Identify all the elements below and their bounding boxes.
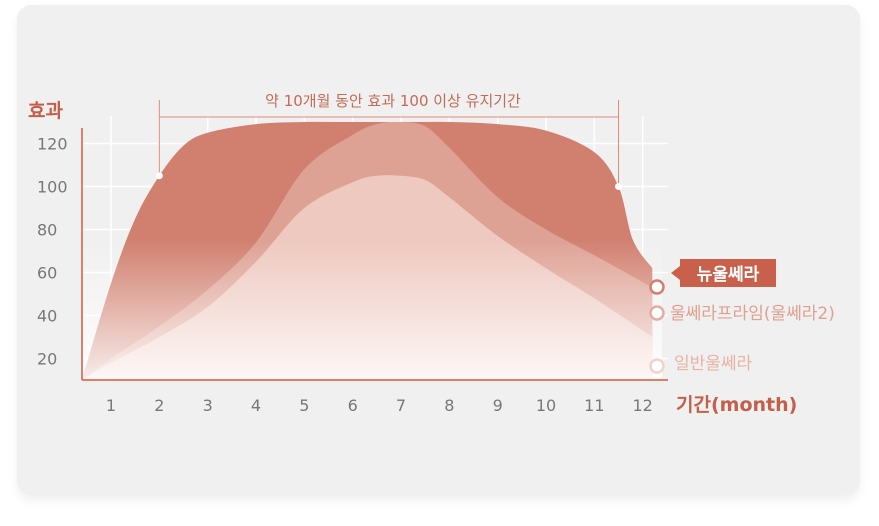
y-tick-20: 20: [37, 350, 57, 369]
legend-label-ulthera-prime: 울쎄라프라임(울쎄라2): [670, 304, 835, 324]
legend-item-new-ulthera: 뉴울쎄라: [671, 259, 776, 287]
x-axis-label: 기간(month): [676, 394, 797, 416]
annotation-label: 약 10개월 동안 효과 100 이상 유지기간: [265, 92, 521, 110]
x-tick-5: 5: [299, 396, 309, 415]
axes: [81, 128, 668, 381]
legend-label-new-ulthera: 뉴울쎄라: [697, 265, 760, 285]
series-endpoints: [649, 279, 665, 374]
x-tick-7: 7: [396, 396, 406, 415]
y-tick-120: 120: [37, 135, 68, 154]
x-tick-11: 11: [584, 396, 604, 415]
x-tick-2: 2: [154, 396, 164, 415]
annotation-marker-start: [155, 172, 163, 180]
endpoint-standard-ulthera: [649, 358, 665, 374]
legend-highlight-tag: [671, 259, 776, 287]
y-tick-100: 100: [37, 178, 68, 197]
y-axis-label: 효과: [28, 100, 63, 122]
x-tick-4: 4: [251, 396, 261, 415]
annotation: 약 10개월 동안 효과 100 이상 유지기간: [155, 92, 622, 190]
x-tick-6: 6: [348, 396, 358, 415]
legend: 뉴울쎄라 울쎄라프라임(울쎄라2) 일반울쎄라: [670, 259, 835, 374]
x-tick-3: 3: [203, 396, 213, 415]
legend-label-standard-ulthera: 일반울쎄라: [674, 354, 753, 374]
endpoint-ulthera-prime: [649, 305, 665, 321]
bottom-fade: [82, 240, 662, 380]
endpoint-new-ulthera: [649, 279, 665, 295]
y-tick-80: 80: [37, 221, 57, 240]
x-tick-1: 1: [106, 396, 116, 415]
y-tick-40: 40: [37, 307, 57, 326]
x-tick-9: 9: [493, 396, 503, 415]
x-tick-12: 12: [632, 396, 652, 415]
y-tick-60: 60: [37, 264, 57, 283]
annotation-marker-end: [615, 183, 622, 190]
x-tick-8: 8: [444, 396, 454, 415]
x-tick-10: 10: [536, 396, 556, 415]
